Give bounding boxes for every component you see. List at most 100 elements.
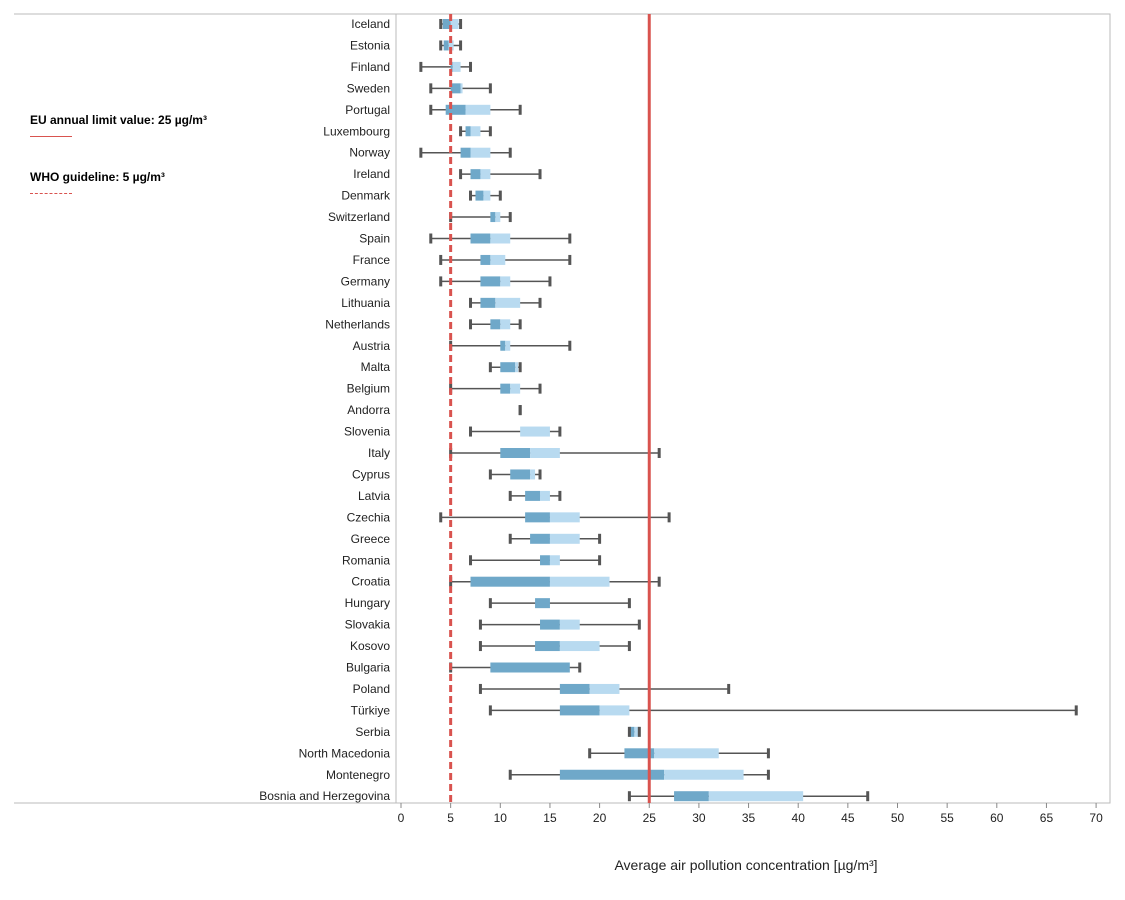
box-upper-austria xyxy=(505,340,511,351)
box-lower-kosovo xyxy=(535,641,560,652)
whisker-cap-max-iceland xyxy=(459,19,463,29)
whisker-cap-min-norway xyxy=(419,147,423,158)
x-tick-label-20: 20 xyxy=(593,811,607,825)
box-upper-estonia xyxy=(448,40,454,51)
legend-who-guideline: WHO guideline: 5 µg/m³ xyxy=(30,170,165,194)
box-upper-portugal xyxy=(465,104,491,115)
country-label-france: France xyxy=(353,253,391,267)
box-lower-portugal xyxy=(445,104,466,115)
whisker-cap-max-bulgaria xyxy=(578,662,582,673)
whisker-cap-max-kosovo xyxy=(627,641,631,652)
whisker-cap-min-luxembourg xyxy=(459,126,463,137)
box-upper-finland xyxy=(452,61,461,72)
box-lower-austria xyxy=(500,340,506,351)
country-label-norway: Norway xyxy=(349,146,390,160)
whisker-cap-min-romania xyxy=(469,555,473,566)
box-lower-malta xyxy=(500,362,516,373)
country-label-croatia: Croatia xyxy=(351,575,390,589)
country-label-serbia: Serbia xyxy=(355,725,390,739)
whisker-cap-max-spain xyxy=(568,233,572,244)
whisker-cap-min-iceland xyxy=(439,19,443,29)
box-lower-italy xyxy=(500,448,531,458)
whisker-cap-min-kosovo xyxy=(478,641,482,652)
whisker-cap-max-north-macedonia xyxy=(766,748,770,759)
country-label-greece: Greece xyxy=(351,532,391,546)
country-label-andorra: Andorra xyxy=(347,403,390,417)
box-lower-cyprus xyxy=(510,469,531,480)
country-label-czechia: Czechia xyxy=(347,510,391,524)
box-upper-slovakia xyxy=(559,619,580,630)
x-tick-label-5: 5 xyxy=(447,811,454,825)
country-label-switzerland: Switzerland xyxy=(328,210,390,224)
whisker-cap-max-hungary xyxy=(627,598,631,609)
box-lower-norway xyxy=(460,147,471,158)
box-lower-serbia xyxy=(629,726,635,737)
country-label-italy: Italy xyxy=(368,446,390,460)
whisker-cap-min-sweden xyxy=(429,83,433,94)
legend-eu-solid-line xyxy=(30,136,72,137)
whisker-cap-min-poland xyxy=(478,683,482,694)
whisker-cap-max-slovakia xyxy=(637,619,641,630)
box-lower-germany xyxy=(480,276,501,287)
whisker-cap-min-netherlands xyxy=(469,319,473,330)
box-upper-belgium xyxy=(510,383,521,394)
x-axis-label: Average air pollution concentration [µg/… xyxy=(614,857,878,873)
country-label-cyprus: Cyprus xyxy=(352,467,390,481)
box-upper-lithuania xyxy=(495,297,521,308)
whisker-cap-max-italy xyxy=(657,448,661,458)
box-upper-kosovo xyxy=(559,641,600,652)
country-label-t-rkiye: Türkiye xyxy=(351,703,391,717)
whisker-cap-max-greece xyxy=(598,533,602,544)
box-upper-italy xyxy=(530,448,560,458)
whisker-cap-max-serbia xyxy=(637,726,641,737)
country-label-kosovo: Kosovo xyxy=(350,639,390,653)
box-upper-switzerland xyxy=(495,212,501,223)
x-tick-label-50: 50 xyxy=(891,811,905,825)
whisker-cap-min-lithuania xyxy=(469,297,473,308)
box-lower-spain xyxy=(470,233,491,244)
box-upper-croatia xyxy=(549,576,610,587)
box-lower-latvia xyxy=(525,490,541,501)
whisker-cap-max-bosnia-and-herzegovina xyxy=(866,791,870,802)
box-lower-sweden xyxy=(450,83,461,94)
x-tick-label-30: 30 xyxy=(692,811,706,825)
whisker-cap-min-hungary xyxy=(488,598,492,609)
legend-eu-label: EU annual limit value: 25 µg/m³ xyxy=(30,113,207,127)
x-tick-label-70: 70 xyxy=(1089,811,1103,825)
country-labels: Iceland Estonia Finland Sweden Portugal Luxem… xyxy=(259,17,391,803)
box-upper-malta xyxy=(515,362,519,373)
country-label-slovenia: Slovenia xyxy=(344,425,390,439)
box-lower-iceland xyxy=(442,19,451,29)
whisker-cap-max-portugal xyxy=(518,104,522,115)
box-upper-sweden xyxy=(460,83,463,94)
box-lower-north-macedonia xyxy=(624,748,655,759)
box-lower-bosnia-and-herzegovina xyxy=(674,791,709,802)
box-lower-hungary xyxy=(535,598,550,609)
country-label-luxembourg: Luxembourg xyxy=(323,124,390,138)
legend-eu-limit: EU annual limit value: 25 µg/m³ xyxy=(30,113,207,137)
country-label-north-macedonia: North Macedonia xyxy=(299,746,391,760)
whisker-cap-max-luxembourg xyxy=(488,126,492,137)
legend-who-dashed-line xyxy=(30,193,72,194)
whisker-cap-min-latvia xyxy=(508,490,512,501)
box-lower-netherlands xyxy=(490,319,501,330)
box-upper-czechia xyxy=(549,512,580,523)
whisker-cap-min-italy xyxy=(449,448,453,458)
whisker-cap-min-finland xyxy=(419,61,423,72)
country-label-bulgaria: Bulgaria xyxy=(346,661,390,675)
box-lower-t-rkiye xyxy=(559,705,600,716)
whisker-cap-max-montenegro xyxy=(766,769,770,780)
reference-lines xyxy=(449,14,651,803)
box-lower-greece xyxy=(530,533,550,544)
whisker-cap-min-czechia xyxy=(439,512,443,523)
country-label-germany: Germany xyxy=(341,274,390,288)
box-lower-switzerland xyxy=(490,212,496,223)
whisker-cap-max-latvia xyxy=(558,490,562,501)
whisker-cap-max-t-rkiye xyxy=(1074,705,1078,716)
whisker-cap-min-montenegro xyxy=(508,769,512,780)
whisker-cap-max-estonia xyxy=(459,40,463,51)
box-upper-spain xyxy=(490,233,511,244)
box-upper-ireland xyxy=(480,169,491,180)
whisker-cap-min-north-macedonia xyxy=(588,748,592,759)
box-lower-ireland xyxy=(470,169,481,180)
